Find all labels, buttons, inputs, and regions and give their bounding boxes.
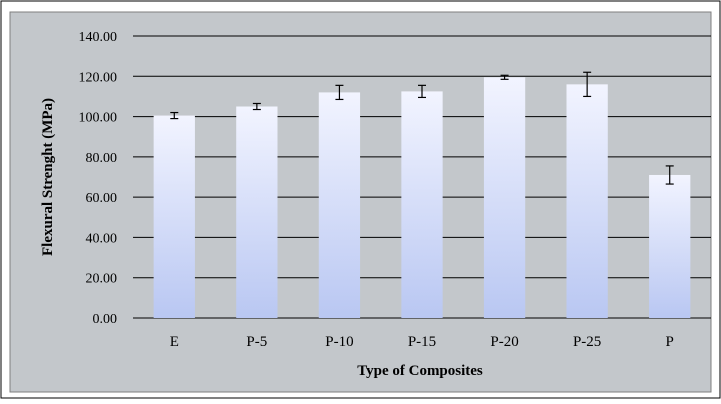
bar [401, 91, 443, 319]
bar [153, 115, 195, 318]
y-tick-label: 0.00 [93, 312, 118, 327]
y-axis-label: Flexural Strenght (MPa) [40, 98, 56, 256]
y-tick-label: 100.00 [79, 111, 118, 126]
y-tick-label: 80.00 [86, 151, 118, 166]
x-tick-label: P-15 [408, 334, 436, 350]
y-tick-label: 140.00 [79, 30, 118, 45]
x-tick-label: E [170, 334, 179, 350]
x-tick-label: P-10 [325, 334, 353, 350]
y-tick-labels: 0.00 20.00 40.00 60.00 80.00 100.00 120.00 140.… [79, 30, 118, 327]
bar [236, 106, 278, 318]
x-tick-labels: E P-5 P-10 P-15 P-20 P-25 P [170, 334, 674, 350]
bar [566, 84, 608, 318]
bar [318, 92, 361, 319]
y-tick-label: 40.00 [86, 231, 118, 246]
x-tick-label: P-20 [490, 334, 518, 350]
x-tick-label: P-25 [573, 334, 601, 350]
bars [153, 77, 691, 319]
x-axis-label: Type of Composites [357, 363, 483, 379]
x-tick-label: P-5 [246, 334, 267, 350]
y-tick-label: 20.00 [86, 272, 118, 287]
y-tick-label: 60.00 [86, 191, 118, 206]
bar [649, 174, 691, 318]
error-bars [170, 71, 674, 185]
x-tick-label: P [666, 334, 674, 350]
y-tick-label: 120.00 [79, 70, 118, 85]
bar [483, 77, 526, 319]
